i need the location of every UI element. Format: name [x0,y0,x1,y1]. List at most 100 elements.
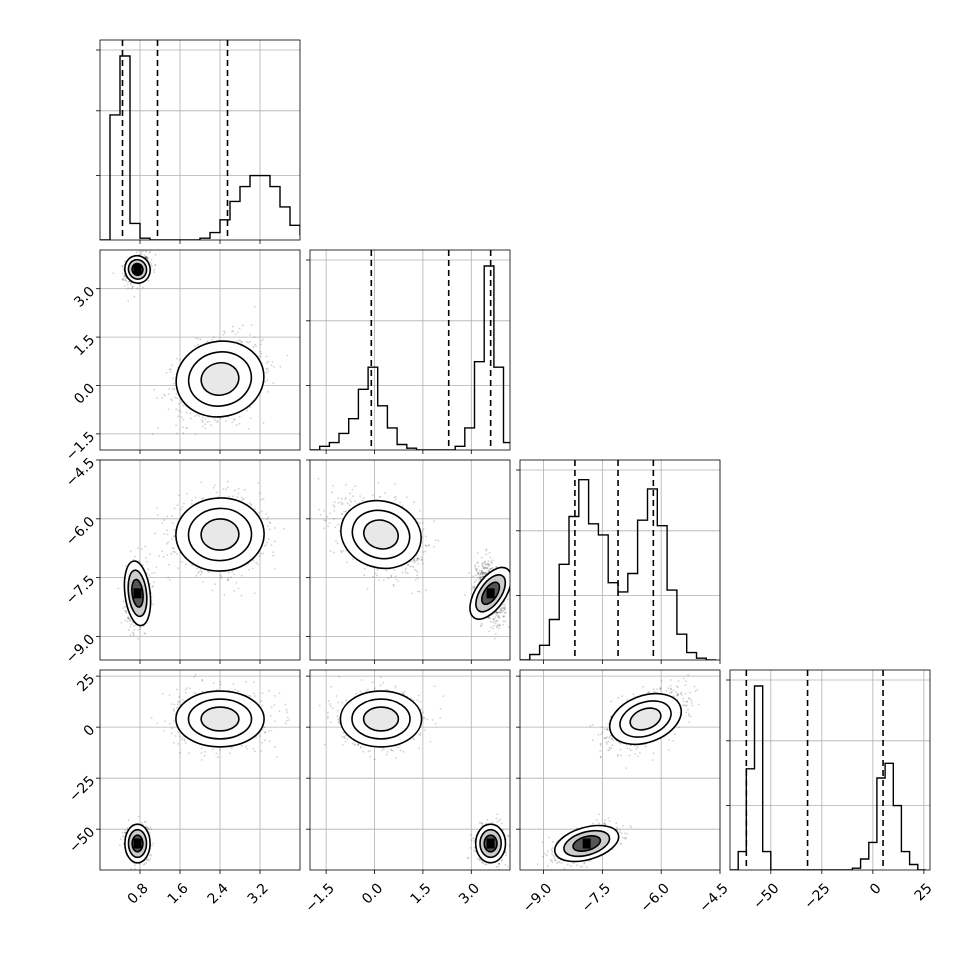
sample-point [267,516,269,519]
sample-point [211,589,214,592]
sample-point [487,562,489,565]
sample-point [129,284,132,286]
sample-point [471,586,474,588]
sample-point [482,572,485,575]
density-peak [486,588,495,599]
sample-point [237,487,240,490]
sample-point [497,611,500,614]
scatter-panel-2-1 [309,459,511,661]
sample-point [371,494,374,497]
sample-point [497,616,500,619]
sample-point [504,611,507,614]
sample-point [269,522,272,525]
sample-point [361,499,364,502]
sample-point [226,486,229,489]
sample-point [473,585,476,588]
sample-point [420,559,423,562]
sample-point [122,607,125,609]
sample-point [479,578,482,581]
sample-point [384,492,386,494]
sample-point [215,491,218,494]
sample-point [273,540,276,543]
sample-point [491,566,494,569]
sample-point [149,553,151,555]
sample-point [484,560,487,563]
sample-point [133,629,136,631]
sample-point [178,403,181,405]
sample-point [132,282,135,285]
sample-point [173,382,175,385]
sample-point [233,419,236,421]
sample-point [171,364,173,367]
sample-point [497,615,499,618]
sample-point [129,619,132,622]
sample-point [387,577,390,580]
sample-point [167,393,170,396]
sample-point [170,371,172,373]
sample-point [345,510,347,512]
sample-point [486,563,488,566]
sample-point [495,613,498,616]
sample-point [146,257,149,260]
sample-point [504,606,506,608]
sample-point [172,377,175,380]
sample-point [153,581,156,583]
sample-point [185,427,188,429]
sample-point [253,336,256,339]
sample-point [331,484,334,487]
sample-point [176,357,178,360]
sample-point [478,575,481,577]
sample-point [131,285,134,288]
sample-point [152,603,155,606]
sample-point [127,617,129,619]
sample-point [477,565,480,568]
sample-point [145,255,147,258]
sample-point [140,253,143,256]
sample-point [204,427,207,430]
sample-point [499,624,501,627]
sample-point [265,362,268,364]
sample-point [270,544,273,546]
sample-point [206,421,209,423]
sample-point [496,624,499,627]
sample-point [496,614,499,617]
sample-point [258,511,261,514]
sample-point [238,422,241,425]
sample-point [146,256,149,259]
sample-point [482,567,485,570]
sample-point [124,279,126,281]
sample-point [146,257,149,259]
sample-point [351,488,354,491]
sample-point [492,618,495,621]
sample-point [180,508,182,511]
sample-point [341,513,344,515]
sample-point [222,333,225,336]
sample-point [497,612,499,614]
sample-point [127,616,129,618]
sample-point [124,609,126,612]
sample-point [475,570,478,573]
sample-point [259,552,262,555]
sample-point [147,279,150,282]
sample-point [144,545,147,548]
sample-point [265,371,268,374]
sample-point [487,617,490,619]
sample-point [349,498,351,501]
sample-point [168,563,170,566]
sample-point [492,617,495,620]
sample-point [477,577,480,580]
sample-point [121,265,123,267]
sample-point [228,495,231,498]
sample-point [190,503,193,505]
sample-point [498,611,501,614]
sample-point [484,562,486,565]
sample-point [240,594,243,597]
sample-point [140,548,143,550]
sample-point [417,590,419,593]
sample-point [202,420,204,423]
scatter-panel-1-0 [99,249,301,451]
sample-point [207,416,210,419]
sample-point [172,546,174,549]
sample-point [267,390,269,393]
sample-point [416,577,419,580]
